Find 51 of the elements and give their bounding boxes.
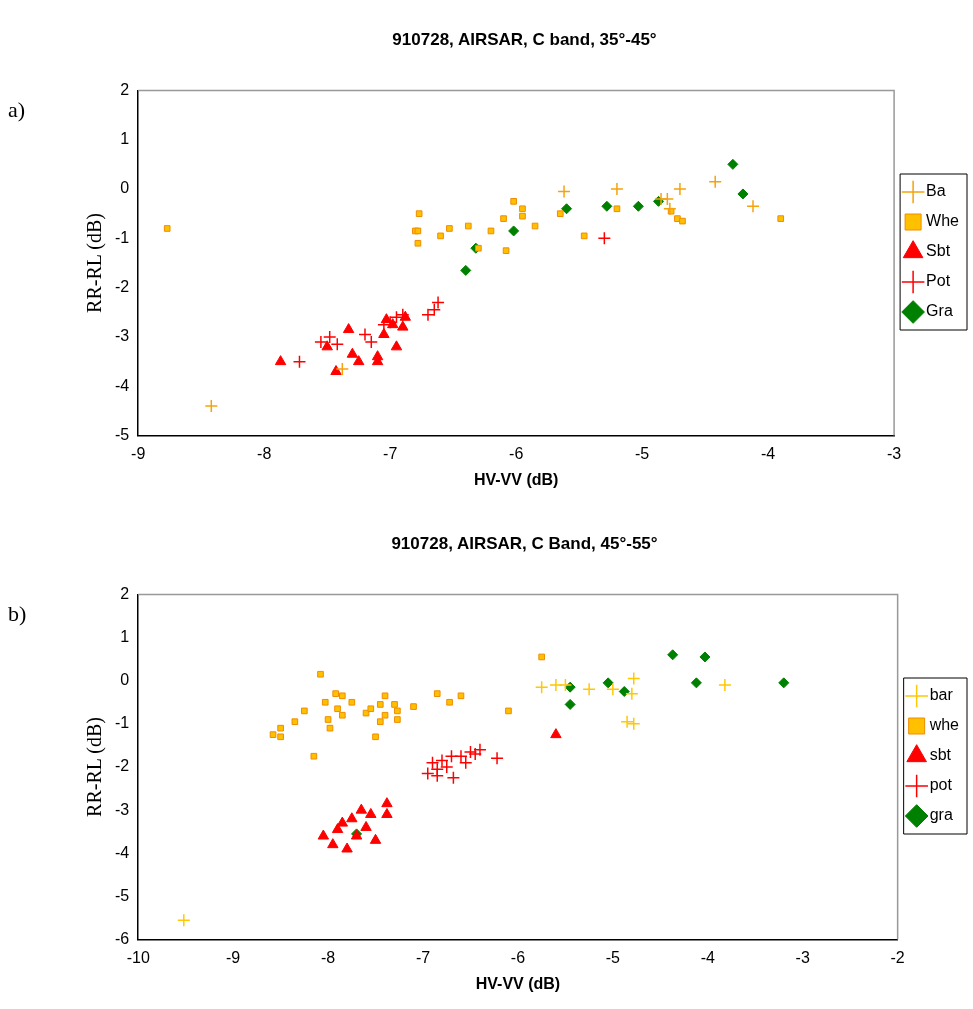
text: a) <box>8 96 26 122</box>
x-tick-label: -9 <box>226 948 241 966</box>
y-tick-label: -3 <box>114 327 130 345</box>
y-tick-label: -1 <box>114 714 130 732</box>
chart-title: 910728, AIRSAR, C band, 35°-45° <box>392 29 657 49</box>
x-tick-label: -6 <box>510 948 526 966</box>
legend-label: pot <box>929 776 953 794</box>
x-tick-label: -10 <box>126 948 150 966</box>
x-tick-label: -8 <box>257 444 272 462</box>
legend-label: whe <box>928 716 960 734</box>
legend-label: gra <box>929 806 953 824</box>
y-tick-label: -4 <box>114 376 130 394</box>
y-tick-label: 0 <box>120 671 130 689</box>
x-tick-label: -7 <box>415 948 431 966</box>
y-tick-label: 1 <box>120 627 130 645</box>
y-tick-label: 2 <box>120 80 130 98</box>
x-tick-label: -8 <box>320 948 336 966</box>
x-tick-label: -3 <box>795 948 810 966</box>
y-axis-title: RR-RL (dB) <box>83 213 107 313</box>
x-axis-title: HV-VV (dB) <box>473 470 559 488</box>
y-tick-label: -5 <box>114 426 130 444</box>
x-tick-label: -6 <box>509 444 524 462</box>
y-axis-title: RR-RL (dB) <box>83 717 107 817</box>
legend-label: bar <box>929 686 954 704</box>
legend-label: Sbt <box>926 242 951 260</box>
y-tick-label: 0 <box>120 179 130 197</box>
y-tick-label: -1 <box>114 228 130 246</box>
x-tick-label: -2 <box>890 948 905 966</box>
y-tick-label: -4 <box>114 843 130 861</box>
y-tick-label: -2 <box>114 757 130 775</box>
chart-title: 910728, AIRSAR, C Band, 45°-55° <box>391 533 658 553</box>
x-tick-label: -9 <box>131 444 146 462</box>
legend-label: Gra <box>926 302 953 320</box>
x-tick-label: -4 <box>700 948 715 966</box>
x-tick-label: -5 <box>605 948 621 966</box>
text: b) <box>8 600 27 626</box>
y-tick-label: -3 <box>114 800 130 818</box>
x-tick-label: -3 <box>886 444 902 462</box>
x-tick-label: -7 <box>383 444 398 462</box>
legend-label: Pot <box>926 272 951 290</box>
y-tick-label: -5 <box>114 886 130 904</box>
y-tick-label: -2 <box>114 278 130 296</box>
x-axis-title: HV-VV (dB) <box>475 974 561 992</box>
x-tick-label: -5 <box>635 444 650 462</box>
y-tick-label: 1 <box>120 130 130 148</box>
x-tick-label: -4 <box>761 444 776 462</box>
legend-label: Whe <box>926 212 960 230</box>
y-tick-label: 2 <box>120 584 130 602</box>
legend-label: Ba <box>926 182 946 200</box>
legend-label: sbt <box>929 746 952 764</box>
y-tick-label: -6 <box>114 930 130 948</box>
